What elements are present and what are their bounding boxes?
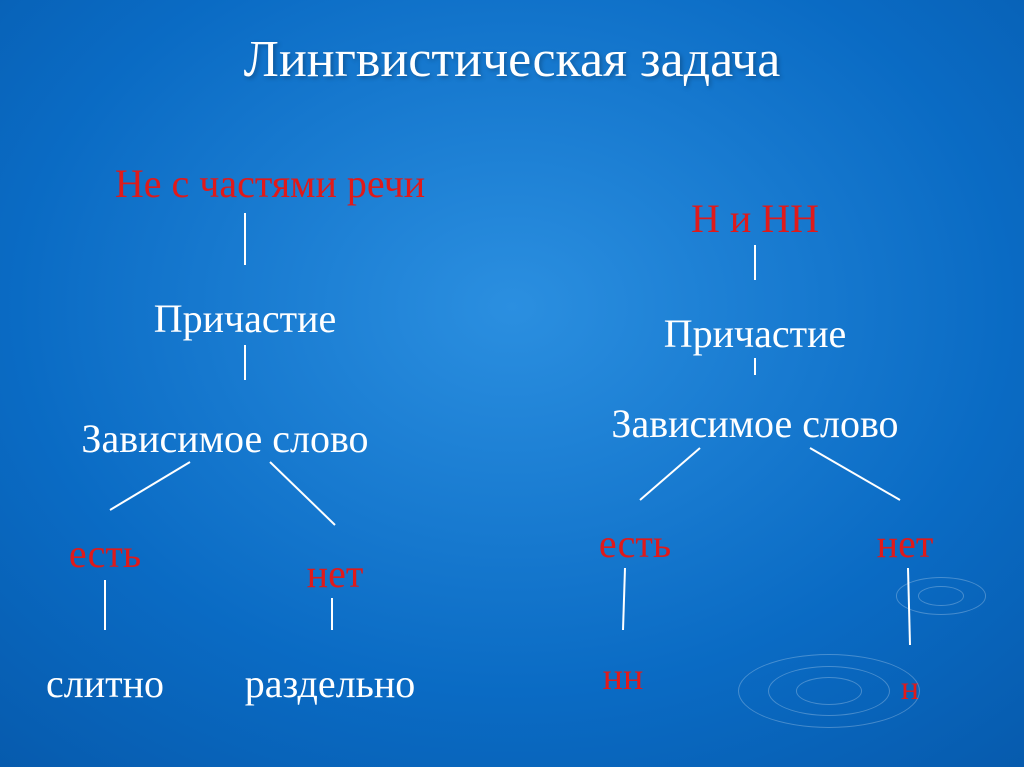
left-root: Не с частями речи bbox=[115, 160, 425, 207]
slide: Лингвистическая задача Не с частями речи… bbox=[0, 0, 1024, 767]
tree-edges bbox=[0, 0, 1024, 767]
right-participle: Причастие bbox=[664, 310, 847, 357]
right-yes: есть bbox=[599, 520, 671, 567]
right-nn: нн bbox=[603, 655, 644, 699]
slide-title: Лингвистическая задача bbox=[0, 30, 1024, 89]
ripple-decoration bbox=[896, 577, 986, 614]
left-separate: раздельно bbox=[245, 660, 416, 707]
right-dependent: Зависимое слово bbox=[611, 400, 898, 447]
right-root: Н и НН bbox=[691, 195, 819, 242]
ripple-decoration bbox=[738, 654, 920, 728]
left-participle: Причастие bbox=[154, 295, 337, 342]
left-no: нет bbox=[307, 550, 364, 597]
right-no: нет bbox=[877, 520, 934, 567]
left-yes: есть bbox=[69, 530, 141, 577]
left-dependent: Зависимое слово bbox=[81, 415, 368, 462]
left-together: слитно bbox=[46, 660, 164, 707]
